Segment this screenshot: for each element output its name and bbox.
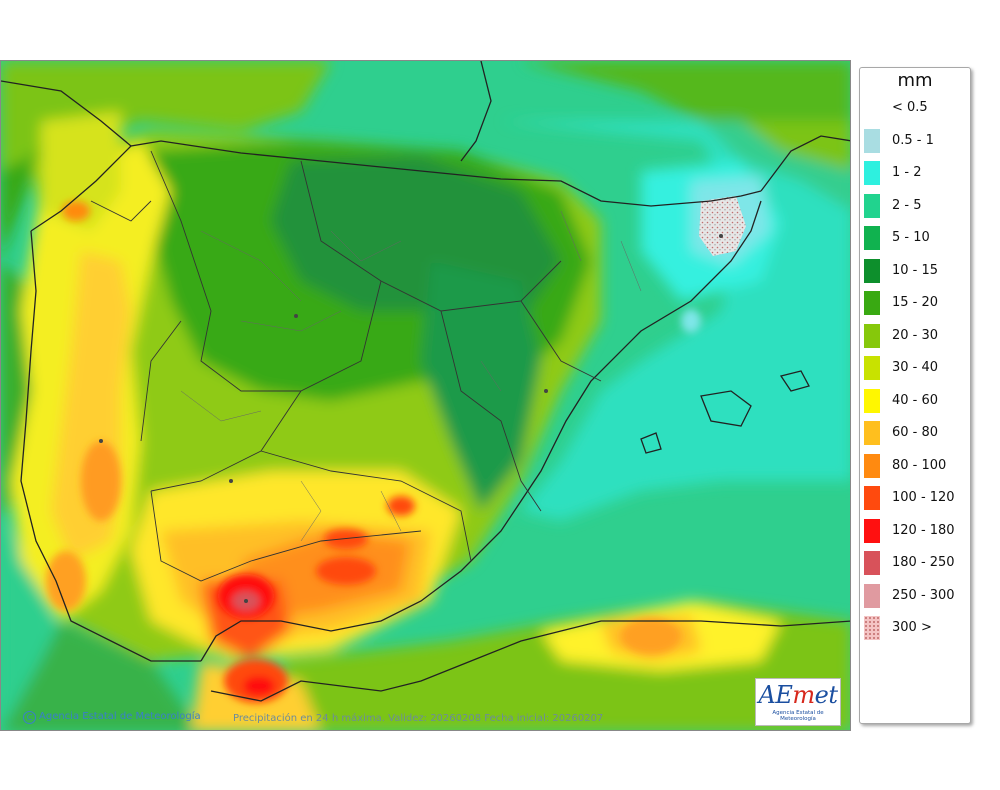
legend-label: 0.5 - 1 [892,132,934,148]
legend-panel: mm < 0.5 0.5 - 1 1 - 2 2 - 5 5 - 10 10 - 15 15… [859,67,971,724]
precipitation-fields [1,61,850,730]
credit-label: Agencia Estatal de Meteorología [39,711,201,722]
legend-item: 80 - 100 [864,453,968,478]
city-markers [99,234,723,603]
map-canvas [1,61,850,730]
legend-label: 20 - 30 [892,327,939,343]
legend-swatch [864,356,880,380]
legend-label: 1 - 2 [892,165,922,180]
legend-item: 250 - 300 [864,583,968,608]
legend-label: 10 - 15 [892,262,939,278]
precipitation-map: C Agencia Estatal de Meteorología Precipi… [0,60,851,731]
credit-text: C Agencia Estatal de Meteorología [23,711,201,724]
legend-swatch [864,226,880,250]
legend-swatch [864,518,880,543]
coastlines [1,61,850,702]
legend-label: 180 - 250 [892,555,955,570]
legend-label: 40 - 60 [892,392,939,408]
legend-swatch [864,583,880,608]
legend-label: 5 - 10 [892,230,930,245]
legend-label: 15 - 20 [892,295,939,310]
province-borders [180,210,642,542]
legend-item: < 0.5 [864,96,968,120]
legend-swatch [864,96,880,120]
legend-swatch [864,193,880,218]
legend-item: 15 - 20 [864,291,968,315]
legend-label: 30 - 40 [892,360,939,375]
legend-swatch [864,388,880,413]
legend-label: < 0.5 [892,100,928,115]
legend-label: 60 - 80 [892,425,939,440]
legend-swatch [864,128,880,153]
legend-item: 180 - 250 [864,551,968,575]
legend-label: 250 - 300 [892,587,955,603]
legend-swatch [864,551,880,575]
map-caption: Precipitación en 24 h máxima. Validez: 2… [233,713,604,724]
legend-swatch [864,161,880,185]
legend-label: 2 - 5 [892,197,922,213]
legend-item: 300 > [864,616,968,640]
legend-item: 10 - 15 [864,258,968,283]
legend-swatch [864,616,880,640]
legend-item: 0.5 - 1 [864,128,968,153]
legend-label: 100 - 120 [892,490,955,505]
legend-swatch [864,486,880,510]
legend-item: 100 - 120 [864,486,968,510]
legend-item: 5 - 10 [864,226,968,250]
legend-item: 20 - 30 [864,323,968,348]
legend-item: 1 - 2 [864,161,968,185]
legend-item: 60 - 80 [864,421,968,445]
legend-swatch [864,291,880,315]
extreme-precip-patch [699,196,746,256]
legend-label: 120 - 180 [892,522,955,538]
legend-item: 40 - 60 [864,388,968,413]
legend-swatch [864,323,880,348]
logo-wordmark: AEmet [758,681,838,709]
legend-swatch [864,453,880,478]
legend-swatch [864,258,880,283]
legend-unit: mm [897,70,933,91]
legend-item: 2 - 5 [864,193,968,218]
region-borders [90,150,602,582]
logo-subtitle: Agencia Estatal de Meteorología [772,710,824,722]
legend-label: 80 - 100 [892,457,947,473]
legend-item: 30 - 40 [864,356,968,380]
legend-item: 120 - 180 [864,518,968,543]
aemet-logo: AEmet Agencia Estatal de Meteorología [755,678,841,726]
legend-label: 300 > [892,620,932,635]
copyright-icon: C [23,711,36,724]
intensity-spots [46,201,701,703]
legend-swatch [864,421,880,445]
